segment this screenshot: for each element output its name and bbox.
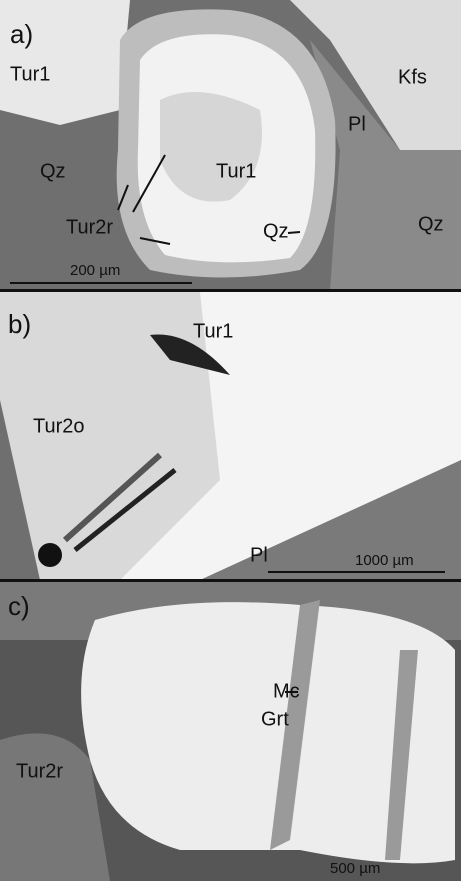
figure: a) Tur1 Kfs Pl Qz Tur1 Tur2r Qz Qz 200 µm b) Tur1 Tu… <box>0 0 461 881</box>
mineral-label: Pl <box>348 113 366 135</box>
mineral-label: Grt <box>261 708 289 730</box>
mineral-label: Tur1 <box>216 160 256 182</box>
mineral-label: Kfs <box>398 66 427 88</box>
mineral-label: Tur2r <box>66 216 113 238</box>
mineral-label: Tur2r <box>16 760 63 782</box>
panel-a-image <box>0 0 461 290</box>
mineral-label: Qz <box>418 213 444 235</box>
mineral-label: Pl <box>250 544 268 566</box>
mineral-label: Qz <box>40 160 66 182</box>
mineral-label: Tur1 <box>10 63 50 85</box>
mineral-label: Mc <box>273 680 300 702</box>
mineral-label: Tur1 <box>193 320 233 342</box>
panel-label: c) <box>8 591 30 621</box>
scale-label: 200 µm <box>70 262 120 279</box>
panel-label: b) <box>8 309 31 339</box>
scale-label: 1000 µm <box>355 552 414 569</box>
panel-divider <box>0 579 461 582</box>
panel-divider <box>0 289 461 292</box>
panel-label: a) <box>10 19 33 49</box>
panel-c-image <box>0 582 461 881</box>
scale-label: 500 µm <box>330 860 380 877</box>
mineral-label: Qz <box>263 220 289 242</box>
mineral-label: Tur2o <box>33 415 85 437</box>
